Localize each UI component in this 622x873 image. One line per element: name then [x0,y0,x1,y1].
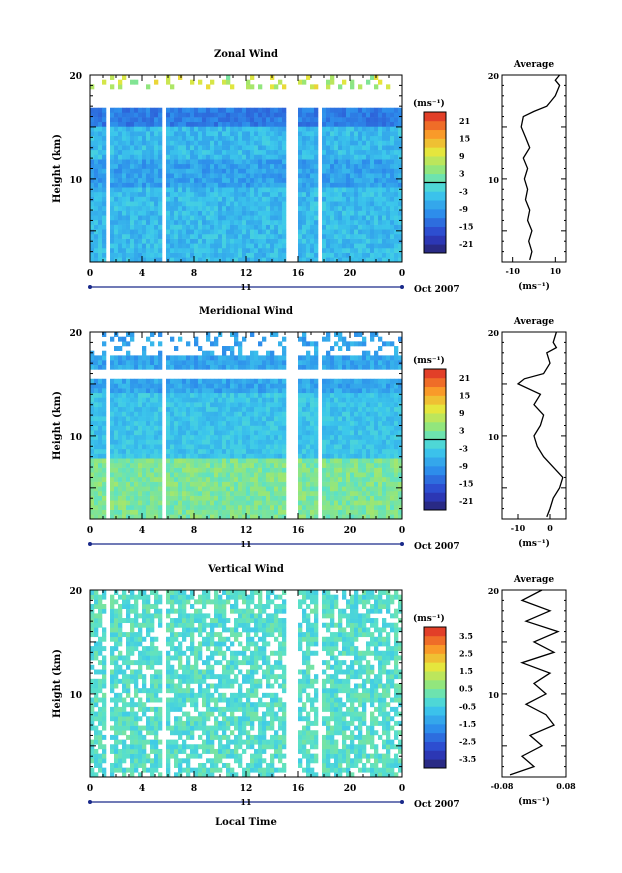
x-tick-label: 0 [399,526,405,536]
profile-x-tick: -10 [505,266,520,276]
heatmap-cells [90,332,403,520]
x-tick-label: 8 [191,269,197,279]
y-tick-label: 20 [69,72,82,82]
heatmap-cells [90,75,403,263]
colorbar-tick-label: -3.5 [459,754,476,764]
colorbar-tick-label: 9 [459,151,465,161]
colorbar-tick-label: -0.5 [459,701,476,711]
y-tick-label: 10 [69,176,82,186]
colorbar-tick-label: 0.5 [459,684,473,694]
x-tick-label: 8 [191,784,197,794]
x-tick-label: 0 [399,784,405,794]
colorbar-unit: (ms⁻¹) [413,98,445,109]
x-tick-label: 12 [240,526,253,536]
profile-frame [501,331,567,520]
x-tick-label: 12 [240,784,253,794]
panel-0: Zonal Wind 0 4 8 12 16 20 0 11 Oct 2007 10 20 Height… [52,49,567,295]
panel-title: Meridional Wind [199,306,293,317]
colorbar-frame [423,626,447,769]
x-tick-label: 12 [240,269,253,279]
x-axis-label: Local Time [215,817,277,828]
panel-2: Vertical Wind 0 4 8 12 16 20 0 11 Oct 2007 Local T… [52,564,576,828]
profile-y-tick: 10 [488,690,500,700]
colorbar-tick-label: -1.5 [459,719,476,729]
profile-unit: (ms⁻¹) [518,538,550,549]
month-label: Oct 2007 [414,542,460,552]
x-tick-label: 20 [344,269,357,279]
y-tick-label: 20 [69,329,82,339]
x-tick-label: 20 [344,526,357,536]
colorbar-unit: (ms⁻¹) [413,613,445,624]
colorbar-tick-label: -21 [459,496,473,506]
x-tick-label: 0 [399,269,405,279]
profile-line [520,74,561,261]
profile-y-tick: 10 [488,432,500,442]
y-tick-label: 20 [69,587,82,597]
profile-y-tick: 10 [488,175,500,185]
heatmap-cells [90,590,403,778]
colorbar-tick-label: 3.5 [459,631,473,641]
month-label: Oct 2007 [414,800,460,810]
profile-x-tick: -10 [511,523,526,533]
profile-line [509,589,560,776]
panel-1: Meridional Wind 0 4 8 12 16 20 0 11 Oct 2007 10 20 H… [52,306,567,552]
y-axis-label: Height (km) [52,134,63,203]
panel-title: Vertical Wind [207,564,284,575]
colorbar-tick-label: -3 [459,186,468,196]
colorbar-tick-label: 9 [459,408,465,418]
x-tick-label: 4 [139,526,145,536]
profile-x-tick: 0.08 [556,781,576,791]
colorbar-tick-label: -15 [459,222,473,232]
y-axis-label: Height (km) [52,649,63,718]
x-tick-label: 16 [292,784,305,794]
profile-unit: (ms⁻¹) [518,796,550,807]
profile-line [516,331,564,518]
x-tick-label: 16 [292,269,305,279]
colorbar-tick-label: -9 [459,461,468,471]
profile-x-tick: -0.08 [491,781,514,791]
profile-unit: (ms⁻¹) [518,281,550,292]
profile-y-tick: 20 [488,328,500,338]
day-label: 11 [240,797,251,807]
profile-frame [501,74,567,263]
colorbar-tick-label: 21 [459,116,470,126]
colorbar-tick-label: 21 [459,373,470,383]
x-tick-label: 8 [191,526,197,536]
colorbar-tick-label: 3 [459,426,465,436]
day-label: 11 [240,282,251,292]
colorbar-tick-label: 15 [459,133,470,143]
colorbar-unit: (ms⁻¹) [413,355,445,366]
x-tick-label: 16 [292,526,305,536]
y-axis-label: Height (km) [52,391,63,460]
x-tick-label: 4 [139,269,145,279]
x-tick-label: 0 [87,784,93,794]
month-label: Oct 2007 [414,285,460,295]
x-tick-label: 0 [87,269,93,279]
colorbar-tick-label: -15 [459,479,473,489]
profile-title: Average [513,60,554,70]
profile-x-tick: 0 [547,523,553,533]
profile-title: Average [513,575,554,585]
day-label: 11 [240,539,251,549]
profile-title: Average [513,317,554,327]
y-tick-label: 10 [69,433,82,443]
colorbar-tick-label: 1.5 [459,666,473,676]
panel-title: Zonal Wind [214,49,278,60]
profile-x-tick: 10 [550,266,562,276]
y-tick-label: 10 [69,691,82,701]
colorbar-tick-label: -21 [459,239,473,249]
colorbar-tick-label: 15 [459,390,470,400]
colorbar-tick-label: -2.5 [459,737,476,747]
colorbar-tick-label: -3 [459,443,468,453]
profile-y-tick: 20 [488,586,500,596]
colorbar-tick-label: -9 [459,204,468,214]
x-tick-label: 20 [344,784,357,794]
profile-y-tick: 20 [488,71,500,81]
x-tick-label: 4 [139,784,145,794]
colorbar-tick-label: 3 [459,169,465,179]
colorbar-tick-label: 2.5 [459,648,473,658]
x-tick-label: 0 [87,526,93,536]
